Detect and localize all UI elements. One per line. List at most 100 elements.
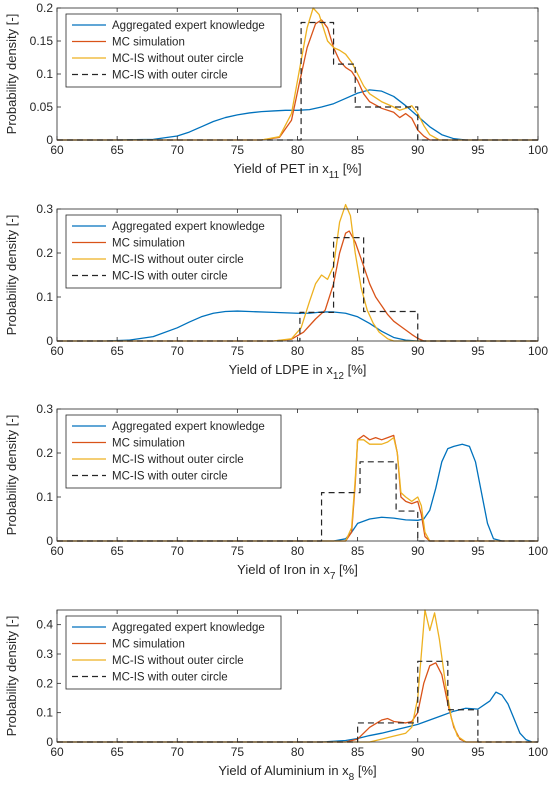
y-tick-label: 0.3 <box>36 402 53 416</box>
series-line-mcis_outer <box>57 237 538 342</box>
y-tick-label: 0.2 <box>36 446 53 460</box>
series-line-mc <box>57 230 538 342</box>
chart-panel-3: 60 65 70 75 80 85 90 95 100 0 0.1 0.2 0.3 Probability… <box>4 402 548 582</box>
series-line-expert <box>57 89 538 141</box>
chart-panel-1: 60 65 70 75 80 85 90 95 100 0 0.05 0.1 0.15 0.2 Probab… <box>4 1 548 181</box>
x-tick-label: 80 <box>291 745 305 759</box>
x-tick-label: 60 <box>50 745 64 759</box>
x-tick-label: 90 <box>411 745 425 759</box>
x-tick-label: 75 <box>231 143 245 157</box>
y-tick-label: 0.2 <box>36 676 53 690</box>
legend: Aggregated expert knowledge MC simulation… <box>65 214 282 289</box>
x-tick-label: 100 <box>528 344 548 358</box>
x-tick-label: 60 <box>50 143 64 157</box>
series-line-mcis_outer <box>57 461 538 542</box>
x-tick-label: 95 <box>471 143 485 157</box>
y-axis-label: Probability density [-] <box>4 215 19 336</box>
x-tick-label: 95 <box>471 344 485 358</box>
legend-box <box>65 615 282 690</box>
x-tick-label: 100 <box>528 544 548 558</box>
x-tick-label: 70 <box>171 143 185 157</box>
y-tick-label: 0 <box>46 534 53 548</box>
series-line-expert <box>57 691 538 743</box>
y-tick-label: 0.1 <box>36 290 53 304</box>
x-tick-label: 80 <box>291 344 305 358</box>
series-line-expert <box>57 310 538 342</box>
legend-label-mcis: MC-IS without outer circle <box>112 53 244 65</box>
y-tick-label: 0.1 <box>36 67 53 81</box>
x-tick-label: 70 <box>171 344 185 358</box>
x-tick-label: 85 <box>351 344 365 358</box>
series-line-mcis <box>57 436 538 542</box>
legend-label-mc: MC simulation <box>112 238 185 250</box>
y-tick-label: 0.15 <box>30 34 54 48</box>
x-tick-label: 95 <box>471 745 485 759</box>
legend-label-mcis: MC-IS without outer circle <box>112 454 244 466</box>
x-tick-label: 65 <box>110 344 124 358</box>
series-line-mc <box>57 19 538 141</box>
legend-label-mcis: MC-IS without outer circle <box>112 254 244 266</box>
x-tick-label: 70 <box>171 544 185 558</box>
legend-box <box>65 13 282 88</box>
legend-label-expert: Aggregated expert knowledge <box>112 20 265 32</box>
y-tick-label: 0.1 <box>36 706 53 720</box>
y-tick-label: 0.3 <box>36 647 53 661</box>
x-axis-label: Yield of Aluminium in x8 [%] <box>218 763 376 783</box>
x-axis-label: Yield of PET in x11 [%] <box>233 161 361 181</box>
series-line-mcis_outer <box>57 660 538 743</box>
x-tick-label: 60 <box>50 544 64 558</box>
x-tick-label: 75 <box>231 544 245 558</box>
legend-label-expert: Aggregated expert knowledge <box>112 622 265 634</box>
x-tick-label: 90 <box>411 544 425 558</box>
x-tick-label: 85 <box>351 143 365 157</box>
y-tick-label: 0.2 <box>36 1 53 15</box>
legend-label-expert: Aggregated expert knowledge <box>112 221 265 233</box>
x-tick-label: 100 <box>528 143 548 157</box>
y-tick-label: 0.1 <box>36 490 53 504</box>
y-axis-label: Probability density [-] <box>4 415 19 536</box>
legend-box <box>65 414 282 489</box>
legend-label-mcis_outer: MC-IS with outer circle <box>112 672 228 684</box>
chart-panel-2: 60 65 70 75 80 85 90 95 100 0 0.1 0.2 0.3 Probability… <box>4 202 548 382</box>
y-tick-label: 0 <box>46 133 53 147</box>
x-tick-label: 90 <box>411 344 425 358</box>
legend: Aggregated expert knowledge MC simulation… <box>65 615 282 690</box>
x-tick-label: 100 <box>528 745 548 759</box>
series-line-mcis_outer <box>57 21 538 141</box>
legend-label-mcis_outer: MC-IS with outer circle <box>112 70 228 82</box>
legend-label-expert: Aggregated expert knowledge <box>112 421 265 433</box>
y-tick-label: 0 <box>46 735 53 749</box>
x-axis-label: Yield of LDPE in x12 [%] <box>229 362 367 382</box>
x-tick-label: 90 <box>411 143 425 157</box>
series-line-mcis <box>57 203 538 342</box>
x-tick-label: 65 <box>110 544 124 558</box>
legend-label-mc: MC simulation <box>112 639 185 651</box>
x-tick-label: 70 <box>171 745 185 759</box>
x-tick-label: 65 <box>110 745 124 759</box>
legend-box <box>65 214 282 289</box>
legend-label-mcis_outer: MC-IS with outer circle <box>112 271 228 283</box>
legend-label-mcis: MC-IS without outer circle <box>112 655 244 667</box>
series-line-expert <box>57 443 538 542</box>
x-tick-label: 75 <box>231 344 245 358</box>
y-axis-label: Probability density [-] <box>4 616 19 737</box>
x-tick-label: 75 <box>231 745 245 759</box>
x-tick-label: 80 <box>291 143 305 157</box>
legend-label-mcis_outer: MC-IS with outer circle <box>112 471 228 483</box>
y-axis-label: Probability density [-] <box>4 14 19 135</box>
chart-panel-4: 60 65 70 75 80 85 90 95 100 0 0.1 0.2 0.3 0.4 Probabil… <box>4 609 548 783</box>
y-tick-label: 0.3 <box>36 202 53 216</box>
y-tick-label: 0.2 <box>36 246 53 260</box>
y-tick-label: 0.05 <box>30 100 54 114</box>
x-axis-label: Yield of Iron in x7 [%] <box>237 562 358 582</box>
legend: Aggregated expert knowledge MC simulation… <box>65 13 282 88</box>
legend-label-mc: MC simulation <box>112 37 185 49</box>
x-tick-label: 60 <box>50 344 64 358</box>
x-tick-label: 95 <box>471 544 485 558</box>
legend-label-mc: MC simulation <box>112 438 185 450</box>
x-tick-label: 85 <box>351 745 365 759</box>
y-tick-label: 0.4 <box>36 618 53 632</box>
legend: Aggregated expert knowledge MC simulation… <box>65 414 282 489</box>
y-tick-label: 0 <box>46 334 53 348</box>
